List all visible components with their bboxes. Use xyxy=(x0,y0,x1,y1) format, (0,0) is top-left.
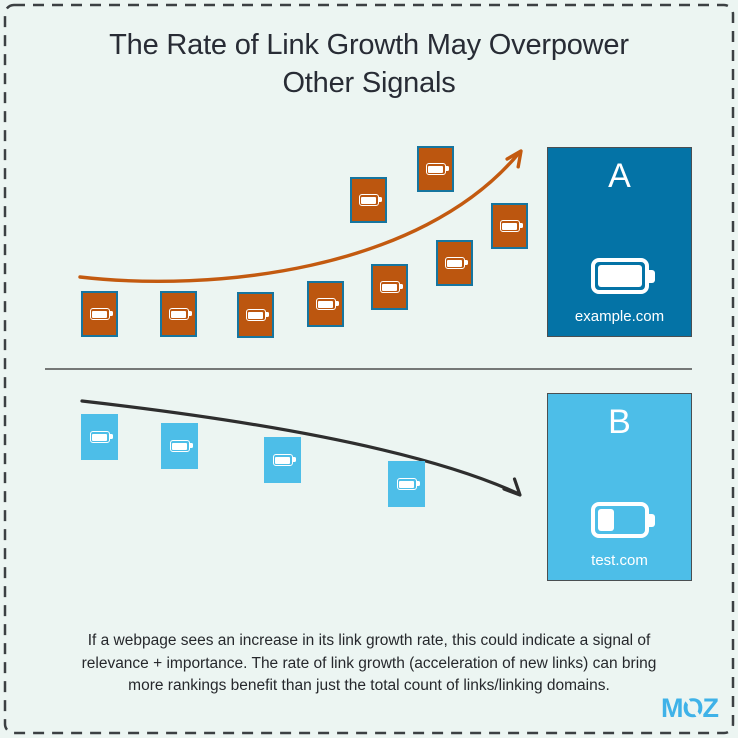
battery-icon xyxy=(169,440,193,452)
page-title-line1: The Rate of Link Growth May Overpower xyxy=(109,29,629,61)
panel-test-com: B test.com xyxy=(547,393,692,581)
panel-example-com: A example.com xyxy=(547,147,692,337)
battery-full-icon xyxy=(590,258,655,294)
battery-icon xyxy=(272,454,296,466)
moz-logo-letter-m: M xyxy=(660,693,683,723)
link-battery-card xyxy=(436,240,473,286)
growth-curve-down-arrowhead xyxy=(502,477,522,497)
page-title: The Rate of Link Growth May Overpower Ot… xyxy=(0,26,738,102)
battery-icon xyxy=(168,308,192,320)
moz-logo-letter-z: Z xyxy=(702,693,719,723)
battery-low-icon xyxy=(590,502,655,538)
battery-icon xyxy=(379,281,403,293)
caption-line-3: more rankings benefit than just the tota… xyxy=(128,677,610,694)
battery-icon xyxy=(396,478,420,490)
link-battery-card xyxy=(350,177,387,223)
link-battery-card xyxy=(161,423,198,469)
growth-curve-up-arrowhead xyxy=(505,149,523,169)
panel-a-label: A xyxy=(608,157,631,195)
caption-line-1: If a webpage sees an increase in its lin… xyxy=(87,632,651,649)
battery-icon xyxy=(315,298,339,310)
battery-icon xyxy=(444,257,468,269)
battery-icon xyxy=(499,220,523,232)
panel-a-domain: example.com xyxy=(574,308,665,325)
caption-line-2: relevance + importance. The rate of link… xyxy=(81,654,657,672)
link-battery-card xyxy=(264,437,301,483)
moz-logo: MOZ xyxy=(660,693,719,723)
link-battery-card xyxy=(371,264,408,310)
dashed-border xyxy=(3,3,735,735)
panel-b-label: B xyxy=(608,403,631,441)
battery-icon xyxy=(425,163,449,175)
link-battery-card xyxy=(307,281,344,327)
moz-logo-letter-o: O xyxy=(682,693,703,723)
link-battery-card xyxy=(81,414,118,460)
link-battery-card xyxy=(81,291,118,337)
battery-icon xyxy=(245,309,269,321)
page-title-line2: Other Signals xyxy=(282,67,456,99)
battery-icon xyxy=(89,431,113,443)
battery-icon xyxy=(89,308,113,320)
link-battery-card xyxy=(237,292,274,338)
link-battery-card xyxy=(417,146,454,192)
battery-icon xyxy=(358,194,382,206)
link-battery-card xyxy=(160,291,197,337)
panel-b-domain: test.com xyxy=(591,552,648,569)
caption-text: If a webpage sees an increase in its lin… xyxy=(0,630,738,698)
link-battery-card xyxy=(388,461,425,507)
link-battery-card xyxy=(491,203,528,249)
